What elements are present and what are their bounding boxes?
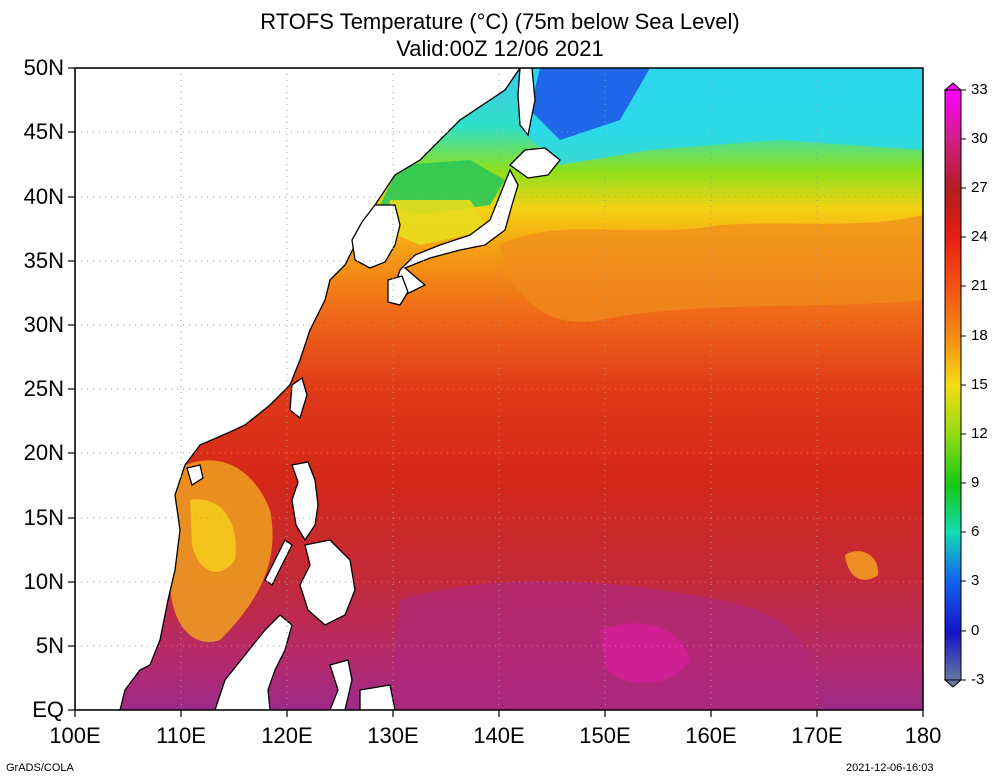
colorbar-label-15: 15 (971, 376, 988, 393)
lon-label-170e: 170E (791, 723, 843, 748)
lat-label-10n: 10N (23, 569, 64, 594)
lon-label-180: 180 (904, 723, 942, 748)
lon-label-120e: 120E (261, 723, 313, 748)
lat-label-15n: 15N (23, 505, 64, 530)
lat-label-35n: 35N (23, 248, 64, 273)
colorbar-label-18: 18 (971, 327, 988, 344)
colorbar-label-0: 0 (971, 622, 980, 639)
colorbar-bottom-arrow (943, 679, 963, 688)
colorbar-label-27: 27 (971, 179, 988, 196)
colorbar (943, 82, 966, 688)
lon-label-160e: 160E (685, 723, 737, 748)
lat-label-20n: 20N (23, 440, 64, 465)
lat-label-50n: 50N (23, 55, 64, 80)
lat-label-45n: 45N (23, 119, 64, 144)
axis-ticks (68, 67, 924, 717)
lon-label-150e: 150E (579, 723, 631, 748)
lon-label-130e: 130E (367, 723, 419, 748)
lon-label-140e: 140E (473, 723, 525, 748)
korea-peninsula (351, 204, 401, 269)
new-guinea-tip (359, 684, 396, 710)
land (75, 68, 561, 710)
colorbar-label-9: 9 (971, 474, 980, 491)
lat-label-30n: 30N (23, 312, 64, 337)
sakhalin (517, 68, 536, 137)
colorbar-label-33: 33 (971, 81, 988, 98)
oyashio-cold-core (530, 68, 650, 140)
japan-hokkaido (509, 147, 561, 179)
colorbar-label-21: 21 (971, 277, 988, 294)
taiwan (289, 376, 308, 420)
colorbar-label-6: 6 (971, 523, 980, 540)
colorbar-label-3: 3 (971, 572, 980, 589)
sulawesi (329, 659, 353, 710)
colorbar-label-neg3: -3 (971, 671, 985, 688)
footer-timestamp: 2021-12-06-16:03 (846, 762, 934, 774)
colorbar-label-24: 24 (971, 228, 988, 245)
footer-credit: GrADS/COLA (6, 762, 74, 774)
luzon (291, 461, 319, 542)
lat-label-40n: 40N (23, 184, 64, 209)
map-valid-time: Valid:00Z 12/06 2021 (396, 36, 604, 61)
warm-pool-core (600, 623, 690, 684)
kyushu (387, 275, 409, 306)
lat-label-25n: 25N (23, 376, 64, 401)
lon-label-110e: 110E (156, 723, 206, 748)
kuroshio-extension (500, 215, 923, 322)
colorbar-label-30: 30 (971, 130, 988, 147)
lon-label-100e: 100E (49, 723, 101, 748)
palawan (264, 539, 293, 586)
map-title: RTOFS Temperature (°C) (75m below Sea Le… (260, 9, 740, 34)
colorbar-top-arrow (943, 82, 963, 91)
hainan (186, 464, 204, 487)
lat-label-5n: 5N (35, 633, 64, 658)
colorbar-label-12: 12 (971, 425, 988, 442)
borneo (214, 614, 293, 710)
cool-eddy (845, 551, 879, 580)
lat-label-eq: EQ (32, 697, 64, 722)
japan-sea-warm-water (385, 200, 490, 245)
asian-mainland (75, 68, 521, 710)
colorbar-scale (944, 89, 962, 681)
